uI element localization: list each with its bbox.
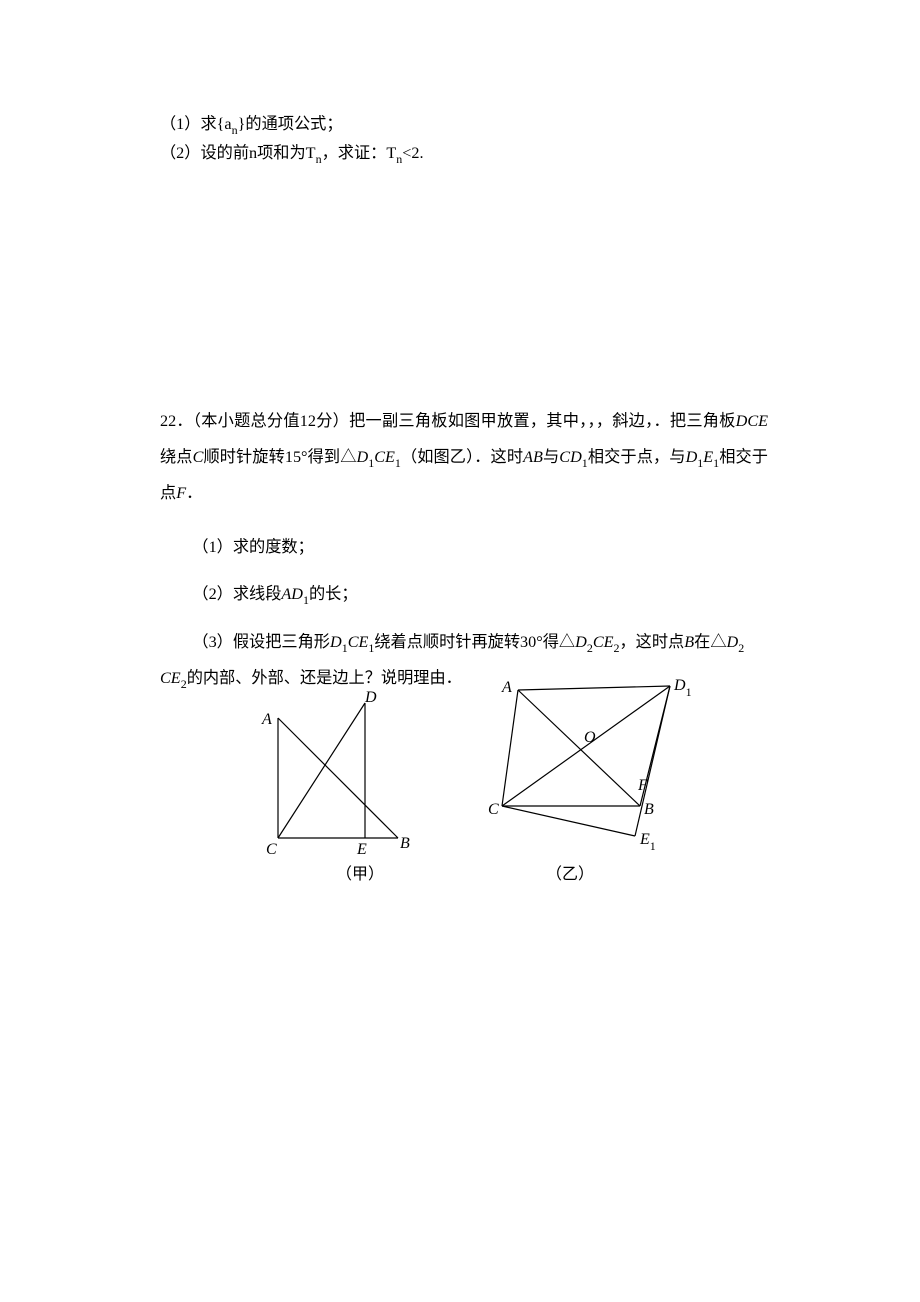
text: （1）求的度数；: [192, 538, 313, 556]
text: 与: [543, 448, 559, 466]
label-D1: D1: [674, 674, 692, 699]
text: 在△: [694, 633, 726, 651]
var: E: [703, 448, 713, 466]
var: D: [575, 633, 587, 651]
text: <2.: [402, 144, 423, 162]
text: ．: [186, 484, 202, 502]
q22-part2: （2）求线段AD1的长；: [160, 578, 768, 611]
var-ab: AB: [523, 448, 543, 466]
label-D: D: [365, 686, 377, 710]
q21-line1: （1）求{an}的通项公式；: [160, 112, 768, 138]
caption-yi: （乙）: [490, 863, 650, 887]
text: ，这时点: [620, 633, 685, 651]
text: （如图乙）．这时: [401, 448, 523, 466]
text: 相交于点，与: [588, 448, 686, 466]
label-B: B: [400, 832, 410, 856]
var: CE: [374, 448, 395, 466]
var: CE: [348, 633, 369, 651]
label-B: B: [644, 798, 654, 822]
subscript: n: [316, 152, 322, 166]
label-O: O: [584, 726, 596, 750]
label-C: C: [266, 838, 277, 862]
var: D: [356, 448, 368, 466]
var: AD: [281, 585, 303, 603]
figure-yi: A D1 O F C B E1 （乙）: [490, 678, 710, 886]
text: （2）设的前n项和为T: [160, 144, 316, 162]
text: 绕着点顺时针再旋转30°得△: [374, 633, 575, 651]
text: 的长；: [309, 585, 358, 603]
figure-jia-svg: [260, 698, 420, 853]
subscript: n: [232, 123, 238, 137]
question-22: 22．（本小题总分值12分）把一副三角板如图甲放置，其中，，，斜边，．把三角板D…: [160, 404, 768, 886]
q22-part1: （1）求的度数；: [160, 531, 768, 563]
var: D: [686, 448, 698, 466]
figure-yi-svg: [490, 678, 690, 853]
var: CE: [593, 633, 614, 651]
var: CD: [559, 448, 582, 466]
var-f: F: [176, 484, 186, 502]
text: 顺时针旋转15°得到△: [203, 448, 356, 466]
text: ，求证：T: [322, 144, 397, 162]
text: }的通项公式；: [238, 115, 343, 133]
text: 22．（本小题总分值12分）把一副三角板如图甲放置，其中，，，斜边，．把三角板: [160, 412, 736, 430]
subscript: n: [396, 152, 402, 166]
figures: A D C E B （甲） A D1 O F C B E1 （乙: [260, 678, 730, 886]
vertical-spacer: [160, 170, 768, 404]
text: （3）假设把三角形: [192, 633, 330, 651]
var: CE: [160, 669, 181, 687]
label-E: E: [357, 838, 367, 862]
text: （2）求线段: [192, 585, 281, 603]
label-F: F: [638, 774, 648, 798]
var-dce: DCE: [736, 412, 768, 430]
var-b: B: [684, 633, 694, 651]
label-A: A: [262, 708, 272, 732]
label-C: C: [488, 798, 499, 822]
figure-jia: A D C E B （甲）: [260, 698, 460, 886]
label-E1: E1: [640, 828, 656, 853]
text: 绕点: [160, 448, 193, 466]
q22-intro: 22．（本小题总分值12分）把一副三角板如图甲放置，其中，，，斜边，．把三角板D…: [160, 404, 768, 511]
text: （1）求{a: [160, 115, 232, 133]
var: D: [727, 633, 739, 651]
var-c: C: [193, 448, 204, 466]
q21-line2: （2）设的前n项和为Tn，求证：Tn<2.: [160, 141, 768, 167]
caption-jia: （甲）: [260, 863, 460, 887]
var: D: [330, 633, 342, 651]
label-A: A: [502, 676, 512, 700]
question-21-fragment: （1）求{an}的通项公式； （2）设的前n项和为Tn，求证：Tn<2.: [160, 112, 768, 167]
